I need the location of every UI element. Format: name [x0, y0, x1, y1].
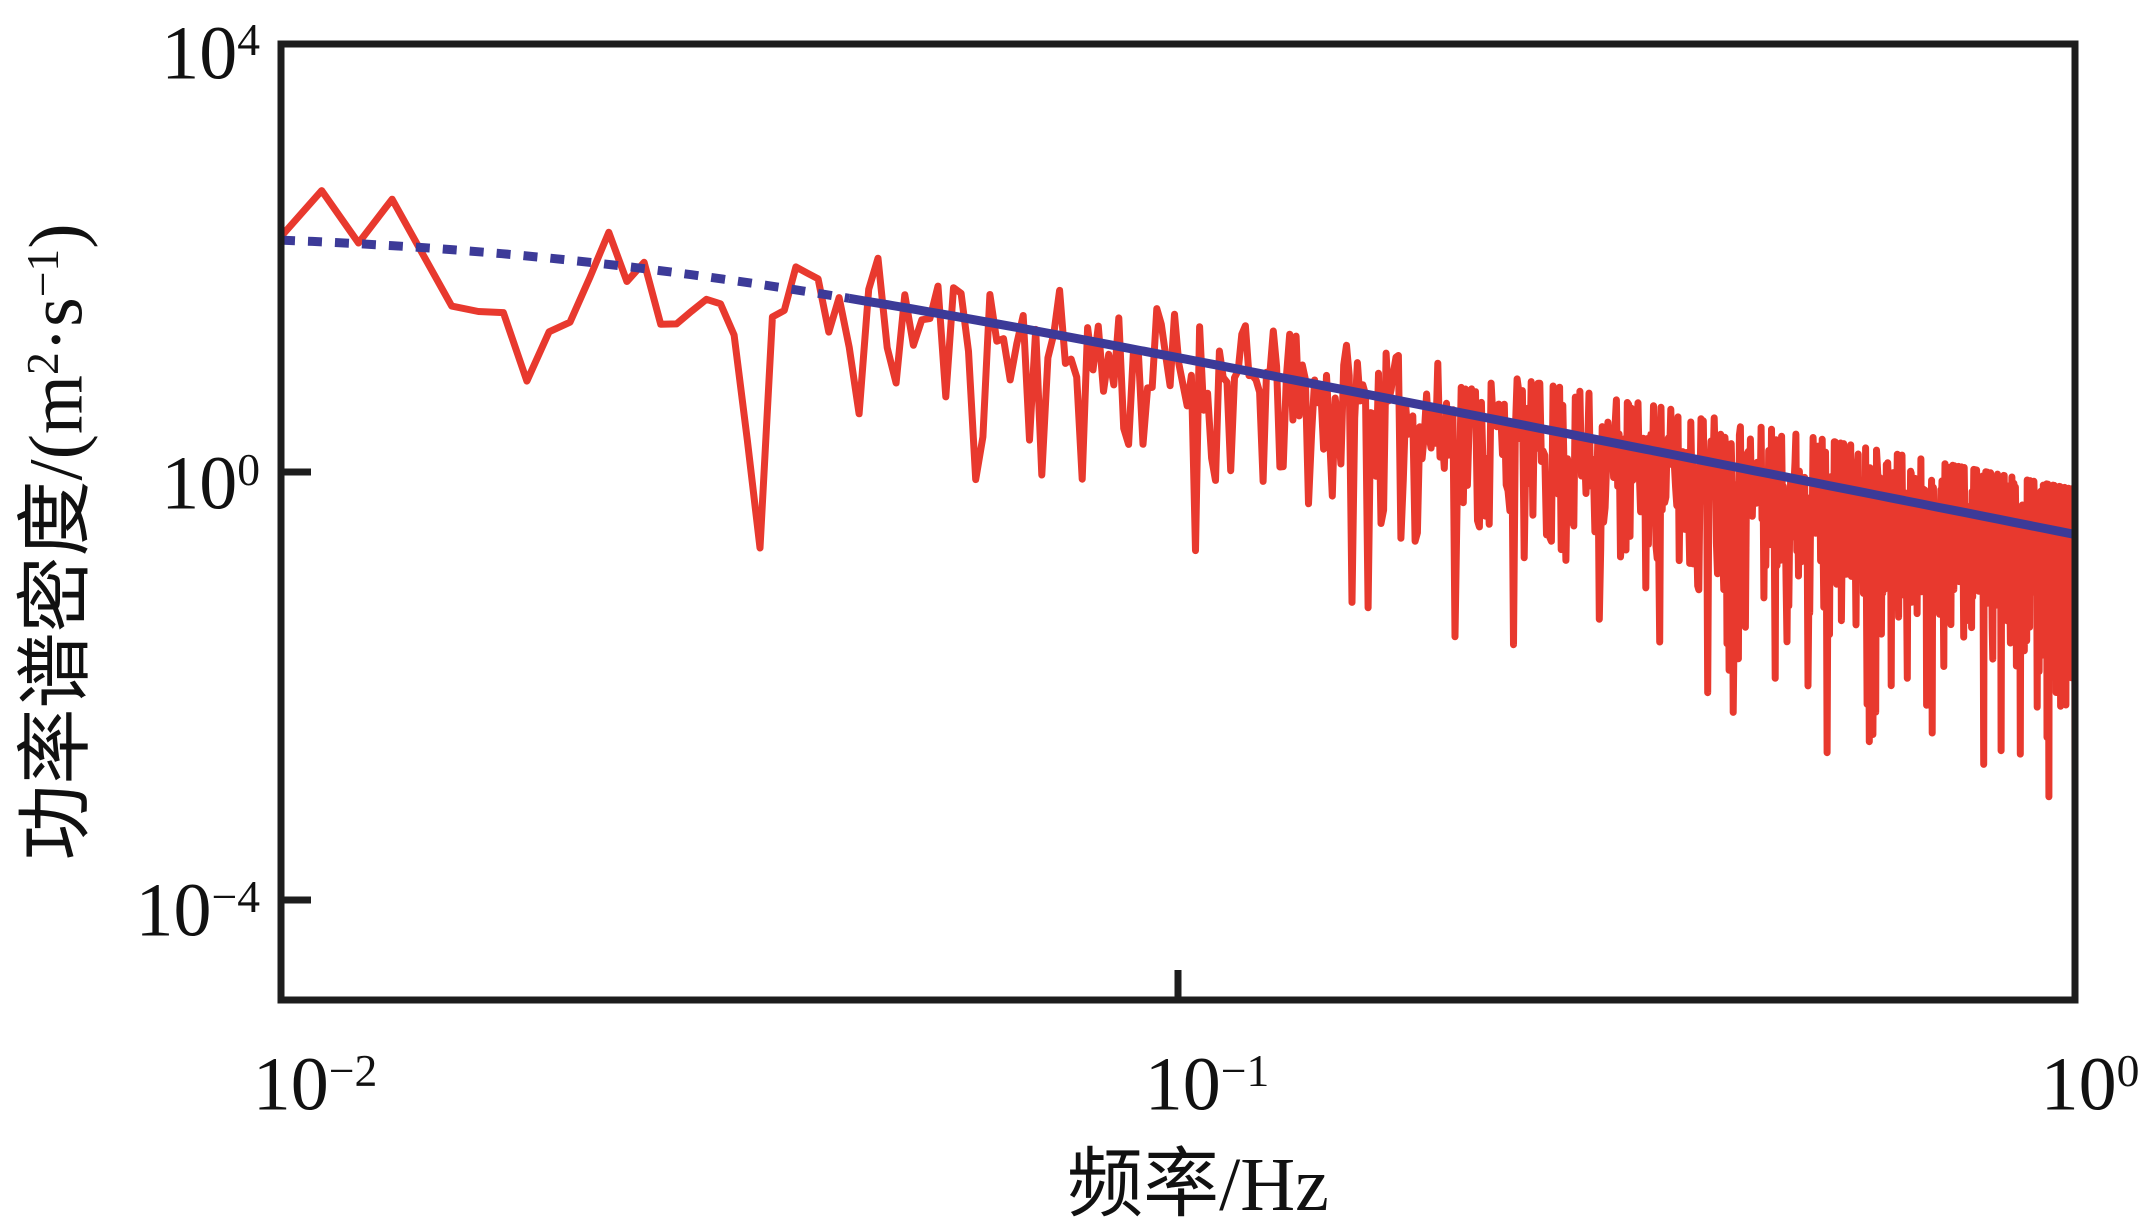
x-tick-label-1e-1: 10−1 [1057, 1029, 1357, 1127]
tick-base: 10 [161, 11, 238, 96]
x-tick-label-1e0: 100 [1940, 1029, 2144, 1127]
tick-exponent: −1 [1220, 1045, 1270, 1096]
tick-base: 10 [135, 868, 212, 953]
tick-base: 10 [1144, 1042, 1221, 1127]
tick-exponent: 4 [237, 14, 260, 65]
y-axis-title-superscript: −1 [17, 248, 68, 298]
y-tick-label-1e4: 104 [40, 0, 260, 96]
y-axis-title-superscript: 2 [17, 352, 68, 375]
tick-base: 10 [252, 1042, 329, 1127]
y-axis-title-text: ·s [14, 297, 99, 353]
y-tick-label-1e-4: 10−4 [40, 855, 260, 953]
tick-exponent: 0 [237, 444, 260, 495]
tick-exponent: −2 [328, 1045, 378, 1096]
fit-line-dashed [280, 235, 850, 303]
tick-exponent: −4 [211, 871, 260, 922]
tick-exponent: 0 [2116, 1045, 2140, 1096]
axis-ticks [281, 468, 1182, 1000]
spectrum-line [278, 187, 2078, 801]
y-axis-title: 功率谱密度/(m2·s−1) [0, 162, 99, 922]
y-axis-title-text: 功率谱密度/(m [14, 374, 99, 861]
tick-base: 10 [161, 441, 238, 526]
y-axis-title-text: ) [14, 223, 99, 249]
x-tick-label-1e-2: 10−2 [165, 1029, 465, 1127]
y-tick-label-1e0: 100 [40, 428, 260, 526]
tick-base: 10 [2040, 1042, 2117, 1127]
fit-line-solid [848, 293, 2076, 539]
x-axis-title: 频率/Hz [1067, 1143, 1329, 1226]
